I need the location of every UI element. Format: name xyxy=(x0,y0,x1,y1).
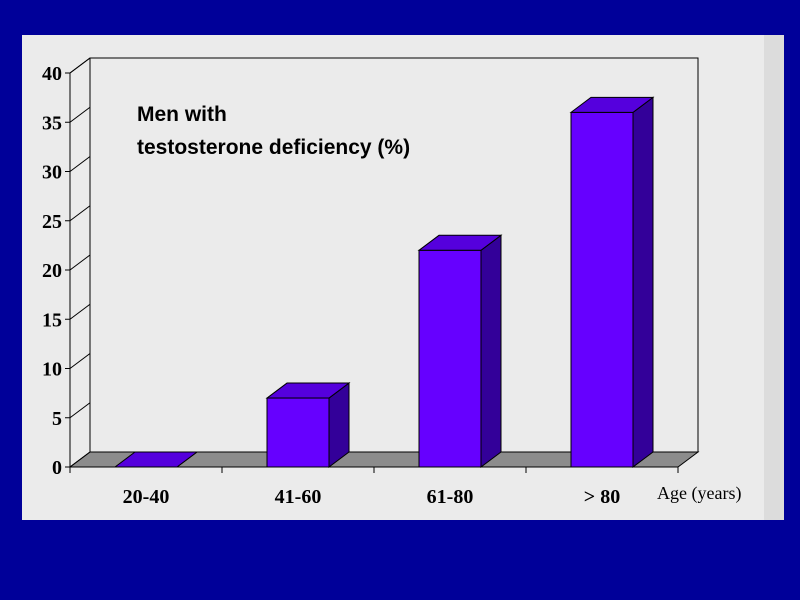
y-tick-depth xyxy=(69,451,91,468)
y-tick-depth xyxy=(69,353,91,369)
bar-top xyxy=(265,382,351,399)
bar xyxy=(417,234,503,468)
y-tick-depth xyxy=(69,402,91,419)
y-axis: 0 5 10 15 20 25 30 35 40 xyxy=(42,57,91,479)
bar xyxy=(265,382,351,468)
x-tick-label: 61-80 xyxy=(427,486,474,508)
x-tick-label: > 80 xyxy=(584,486,620,508)
y-tick-depth xyxy=(69,205,91,222)
y-tick-label: 5 xyxy=(52,408,62,430)
bars xyxy=(113,96,655,468)
y-tick-depth xyxy=(69,106,91,123)
chart-title-line-1: Men with xyxy=(137,103,227,126)
x-tick-label: 20-40 xyxy=(123,486,170,508)
bar-top xyxy=(417,234,503,251)
bar xyxy=(569,96,655,468)
x-axis-label: Age (years) xyxy=(657,483,741,504)
x-tick-label: 41-60 xyxy=(275,486,322,508)
y-tick-label: 25 xyxy=(42,211,62,233)
y-tick-label: 15 xyxy=(42,309,62,331)
y-tick-label: 0 xyxy=(52,457,62,479)
y-tick-label: 20 xyxy=(42,260,62,282)
bar-top xyxy=(569,96,655,113)
bar-front xyxy=(266,397,330,468)
y-tick-label: 35 xyxy=(42,112,62,134)
bar-front xyxy=(418,249,482,468)
y-tick-label: 40 xyxy=(42,63,62,85)
y-tick-label: 10 xyxy=(42,359,62,381)
chart-title-line-2: testosterone deficiency (%) xyxy=(137,136,410,159)
x-axis: 20-40 41-60 61-80 > 80 xyxy=(69,466,679,508)
y-tick-depth xyxy=(69,303,91,320)
bar-side xyxy=(632,96,654,468)
bar-side xyxy=(480,234,502,468)
bar-front xyxy=(570,111,634,468)
y-tick-label: 30 xyxy=(42,162,62,184)
y-tick-depth xyxy=(69,57,91,74)
y-tick-depth xyxy=(69,254,91,271)
chart-frame xyxy=(68,57,700,468)
y-tick-depth xyxy=(69,156,91,172)
